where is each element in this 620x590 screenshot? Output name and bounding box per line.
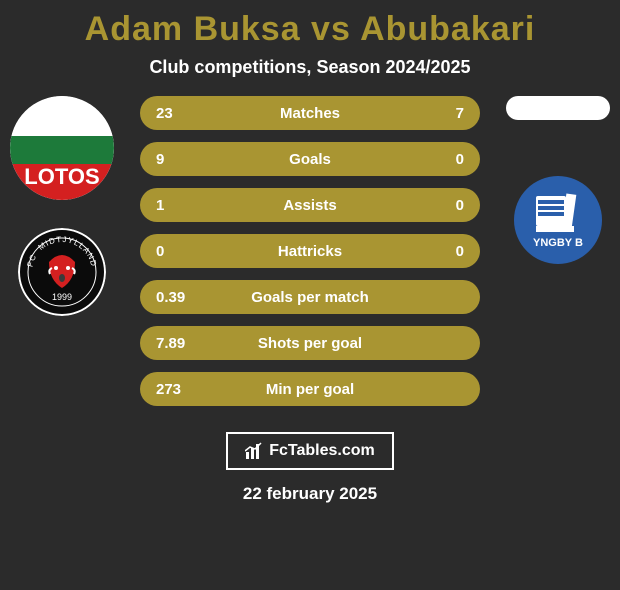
stat-label: Goals: [140, 151, 480, 168]
stat-right-value: 0: [456, 151, 464, 168]
svg-text:LOTOS: LOTOS: [24, 164, 99, 189]
stat-row: 7.89Shots per goal: [140, 326, 480, 360]
footer-logo-text: FcTables.com: [269, 442, 375, 460]
stat-label: Goals per match: [140, 289, 480, 306]
chart-icon: [245, 442, 263, 460]
stat-left-value: 7.89: [156, 335, 185, 352]
right-badges-column: YNGBY B: [506, 96, 610, 264]
blank-oval: [506, 96, 610, 120]
fc-midtjylland-badge: 1999 FC MIDTJYLLAND: [18, 228, 106, 316]
page-title: Adam Buksa vs Abubakari: [0, 10, 620, 49]
lechia-gdansk-badge: LOTOS: [10, 96, 114, 200]
stat-label: Assists: [140, 197, 480, 214]
stat-right-value: 0: [456, 197, 464, 214]
stats-list: 23Matches79Goals01Assists00Hattricks00.3…: [140, 96, 480, 406]
stat-row: 0.39Goals per match: [140, 280, 480, 314]
stat-left-value: 273: [156, 381, 181, 398]
stat-left-value: 0: [156, 243, 164, 260]
stat-label: Shots per goal: [140, 335, 480, 352]
left-badges-column: LOTOS 1999 FC MIDTJYLLAND: [10, 96, 114, 316]
subtitle: Club competitions, Season 2024/2025: [0, 57, 620, 78]
stat-row: 23Matches7: [140, 96, 480, 130]
stat-row: 0Hattricks0: [140, 234, 480, 268]
stat-row: 273Min per goal: [140, 372, 480, 406]
fctables-logo: FcTables.com: [226, 432, 394, 470]
stat-left-value: 23: [156, 105, 173, 122]
lyngby-bk-badge: YNGBY B: [514, 176, 602, 264]
stat-label: Hattricks: [140, 243, 480, 260]
svg-text:YNGBY B: YNGBY B: [533, 237, 583, 249]
stat-left-value: 9: [156, 151, 164, 168]
stat-label: Min per goal: [140, 381, 480, 398]
stat-label: Matches: [140, 105, 480, 122]
stat-left-value: 1: [156, 197, 164, 214]
svg-text:1999: 1999: [52, 292, 72, 302]
stat-row: 9Goals0: [140, 142, 480, 176]
stat-row: 1Assists0: [140, 188, 480, 222]
stat-right-value: 0: [456, 243, 464, 260]
stat-left-value: 0.39: [156, 289, 185, 306]
footer-date: 22 february 2025: [0, 484, 620, 504]
stat-right-value: 7: [456, 105, 464, 122]
